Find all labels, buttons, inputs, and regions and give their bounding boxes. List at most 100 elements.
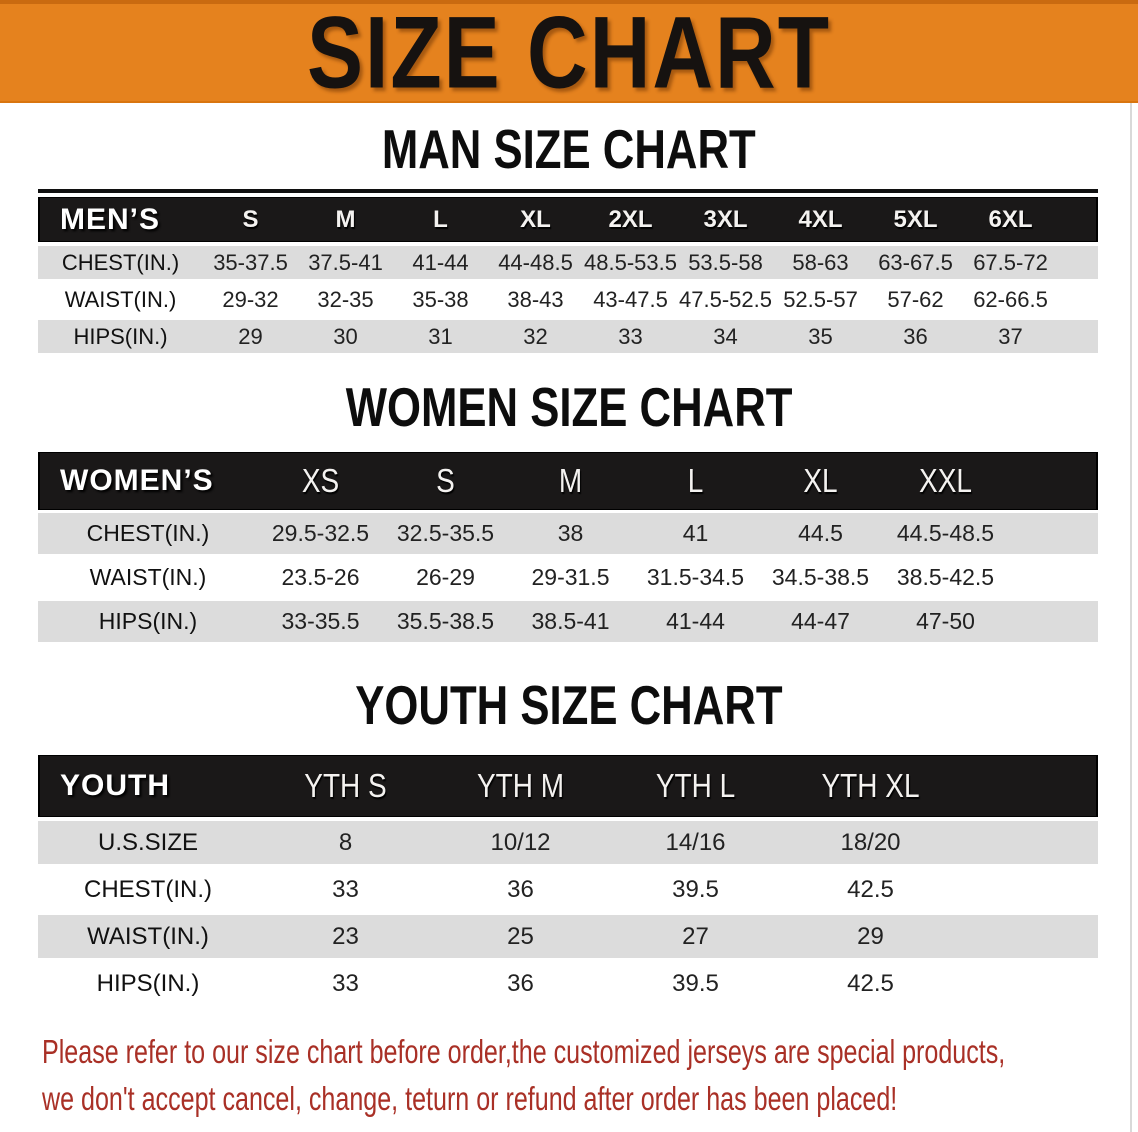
row-label: U.S.SIZE — [38, 821, 258, 864]
men-col-label: L — [433, 205, 448, 233]
size-value-cell: 29-31.5 — [508, 557, 633, 598]
row-spacer — [958, 962, 1098, 1005]
size-value-cell: 39.5 — [608, 868, 783, 911]
women-header-row: WOMEN’S XS S M L XL XXL — [38, 452, 1098, 510]
men-col-label: 4XL — [798, 205, 843, 233]
size-value-cell: 41-44 — [633, 601, 758, 642]
youth-col-label: YTH XL — [821, 766, 920, 804]
size-value-cell: 34.5-38.5 — [758, 557, 883, 598]
men-col-label: S — [242, 205, 259, 233]
size-value-cell: 35-38 — [393, 283, 488, 316]
size-value-cell: 52.5-57 — [773, 283, 868, 316]
row-label: HIPS(IN.) — [38, 601, 258, 642]
size-value-cell: 18/20 — [783, 821, 958, 864]
men-col-header: S — [203, 197, 298, 242]
youth-label-text: YOUTH — [60, 769, 170, 802]
row-label: WAIST(IN.) — [38, 283, 203, 316]
youth-size-table: YOUTH YTH S YTH M YTH L YTH XL U.S.SIZE 8 10/12… — [38, 751, 1098, 1009]
size-value-cell: 42.5 — [783, 868, 958, 911]
row-spacer — [1008, 557, 1098, 598]
size-value-cell: 36 — [433, 962, 608, 1005]
size-value-cell: 31 — [393, 320, 488, 353]
size-value-cell: 23.5-26 — [258, 557, 383, 598]
men-table-row: CHEST(IN.) 35-37.5 37.5-41 41-44 44-48.5 48.5… — [38, 246, 1098, 279]
men-col-header: 6XL — [963, 197, 1058, 242]
men-col-header: L — [393, 197, 488, 242]
size-value-cell: 33 — [258, 868, 433, 911]
size-value-cell: 8 — [258, 821, 433, 864]
notice-line-1: Please refer to our size chart before or… — [42, 1033, 1006, 1070]
size-value-cell: 36 — [433, 868, 608, 911]
men-col-label: 2XL — [608, 205, 653, 233]
youth-col-header: YTH XL — [783, 755, 958, 817]
size-value-cell: 58-63 — [773, 246, 868, 279]
men-col-header: 3XL — [678, 197, 773, 242]
size-value-cell: 32.5-35.5 — [383, 513, 508, 554]
size-value-cell: 30 — [298, 320, 393, 353]
size-value-cell: 38.5-41 — [508, 601, 633, 642]
size-value-cell: 35-37.5 — [203, 246, 298, 279]
row-spacer — [958, 915, 1098, 958]
women-col-header: XS — [258, 452, 383, 510]
size-value-cell: 44.5 — [758, 513, 883, 554]
youth-header-spacer — [958, 755, 1098, 817]
youth-header-row: YOUTH YTH S YTH M YTH L YTH XL — [38, 755, 1098, 817]
men-size-table: MEN’S S M L XL 2XL 3XL 4XL 5XL 6XL CHEST(IN.) 35-37… — [38, 189, 1098, 357]
size-value-cell: 14/16 — [608, 821, 783, 864]
size-value-cell: 41 — [633, 513, 758, 554]
women-table-row: HIPS(IN.) 33-35.5 35.5-38.5 38.5-41 41-44 44-… — [38, 601, 1098, 642]
men-label-text: MEN’S — [60, 202, 161, 236]
men-heading: MAN SIZE CHART — [382, 118, 756, 180]
row-spacer — [958, 868, 1098, 911]
size-value-cell: 48.5-53.5 — [583, 246, 678, 279]
section-youth: YOUTH SIZE CHART YOUTH YTH S YTH M YTH L YTH… — [0, 645, 1138, 1009]
size-value-cell: 35 — [773, 320, 868, 353]
women-col-label: L — [687, 461, 704, 499]
row-label: CHEST(IN.) — [38, 246, 203, 279]
men-col-header: 5XL — [868, 197, 963, 242]
women-table-row: WAIST(IN.) 23.5-26 26-29 29-31.5 31.5-34.5 34… — [38, 557, 1098, 598]
men-header-row: MEN’S S M L XL 2XL 3XL 4XL 5XL 6XL — [38, 197, 1098, 242]
women-label-text: WOMEN’S — [60, 464, 214, 497]
size-value-cell: 44-47 — [758, 601, 883, 642]
size-value-cell: 42.5 — [783, 962, 958, 1005]
women-col-label: XL — [803, 461, 838, 499]
row-label: WAIST(IN.) — [38, 915, 258, 958]
men-col-header: 2XL — [583, 197, 678, 242]
women-col-header: M — [508, 452, 633, 510]
size-value-cell: 41-44 — [393, 246, 488, 279]
size-value-cell: 38 — [508, 513, 633, 554]
size-value-cell: 31.5-34.5 — [633, 557, 758, 598]
men-col-header: M — [298, 197, 393, 242]
banner-title: SIZE CHART — [307, 0, 831, 109]
women-header-spacer — [1008, 452, 1098, 510]
size-value-cell: 38.5-42.5 — [883, 557, 1008, 598]
size-value-cell: 47.5-52.5 — [678, 283, 773, 316]
size-value-cell: 29 — [203, 320, 298, 353]
women-col-label: S — [436, 461, 455, 499]
women-col-label: XXL — [919, 461, 972, 499]
men-col-label: 3XL — [703, 205, 748, 233]
size-value-cell: 35.5-38.5 — [383, 601, 508, 642]
youth-col-header: YTH M — [433, 755, 608, 817]
notice-line-2: we don't accept cancel, change, teturn o… — [42, 1079, 898, 1117]
youth-col-header: YTH L — [608, 755, 783, 817]
row-spacer — [1008, 601, 1098, 642]
row-spacer — [958, 821, 1098, 864]
men-col-label: 5XL — [893, 205, 938, 233]
youth-table-row: WAIST(IN.) 23 25 27 29 — [38, 915, 1098, 958]
row-label: CHEST(IN.) — [38, 513, 258, 554]
size-value-cell: 32-35 — [298, 283, 393, 316]
women-heading: WOMEN SIZE CHART — [345, 376, 793, 438]
banner: SIZE CHART — [0, 0, 1138, 103]
men-table-row: WAIST(IN.) 29-32 32-35 35-38 38-43 43-47.5 47.… — [38, 283, 1098, 316]
men-col-header: 4XL — [773, 197, 868, 242]
men-col-label: XL — [520, 205, 551, 233]
size-value-cell: 62-66.5 — [963, 283, 1058, 316]
size-value-cell: 34 — [678, 320, 773, 353]
size-value-cell: 67.5-72 — [963, 246, 1058, 279]
row-spacer — [1058, 320, 1098, 353]
youth-table-title: YOUTH — [38, 755, 258, 817]
row-spacer — [1058, 246, 1098, 279]
size-value-cell: 63-67.5 — [868, 246, 963, 279]
